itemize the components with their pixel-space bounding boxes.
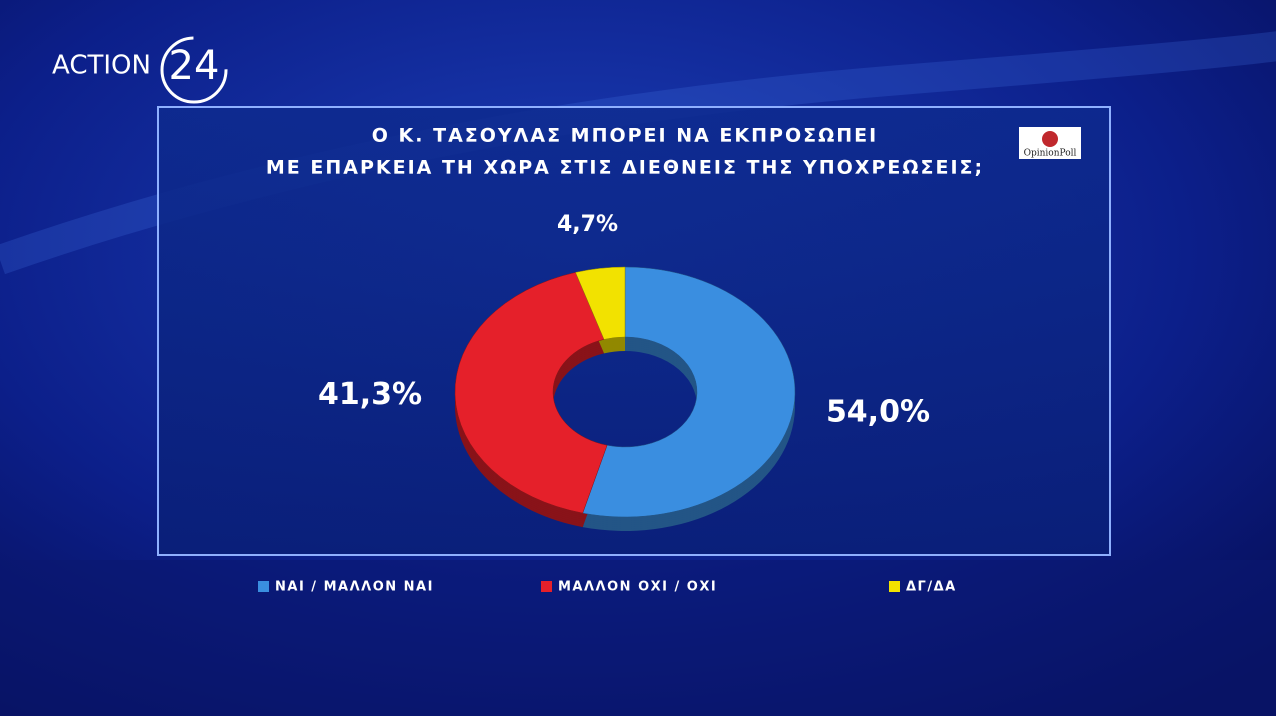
source-name: OpinionPoll — [1024, 149, 1077, 159]
logo-number: 24 — [169, 43, 220, 89]
floor — [0, 560, 1276, 716]
legend-label: ΜΑΛΛΟΝ ΟΧΙ / ΟΧΙ — [558, 580, 717, 595]
logo-ring — [160, 36, 228, 104]
legend-label: ΝΑΙ / ΜΑΛΛΟΝ ΝΑΙ — [275, 580, 434, 595]
legend-label: ΔΓ/ΔΑ — [906, 580, 957, 595]
legend-swatch — [889, 581, 900, 592]
value-label: 54,0% — [826, 395, 930, 430]
logo-text: ACTION — [52, 51, 151, 81]
slice — [582, 266, 796, 518]
title-line: Ο Κ. ΤΑΣΟΥΛΑΣ ΜΠΟΡΕΙ ΝΑ ΕΚΠΡΟΣΩΠΕΙ — [372, 125, 878, 147]
slice — [454, 272, 608, 514]
value-label: 4,7% — [557, 212, 618, 237]
legend-swatch — [541, 581, 552, 592]
legend-swatch — [258, 581, 269, 592]
slice — [575, 266, 626, 340]
donut: 54,0% 41,3% 4,7% — [318, 212, 930, 531]
title-line: ΜΕ ΕΠΑΡΚΕΙΑ ΤΗ ΧΩΡΑ ΣΤΙΣ ΔΙΕΘΝΕΙΣ ΤΗΣ ΥΠ… — [266, 157, 984, 179]
source-logo-dot — [1042, 131, 1058, 147]
value-label: 41,3% — [318, 377, 422, 412]
